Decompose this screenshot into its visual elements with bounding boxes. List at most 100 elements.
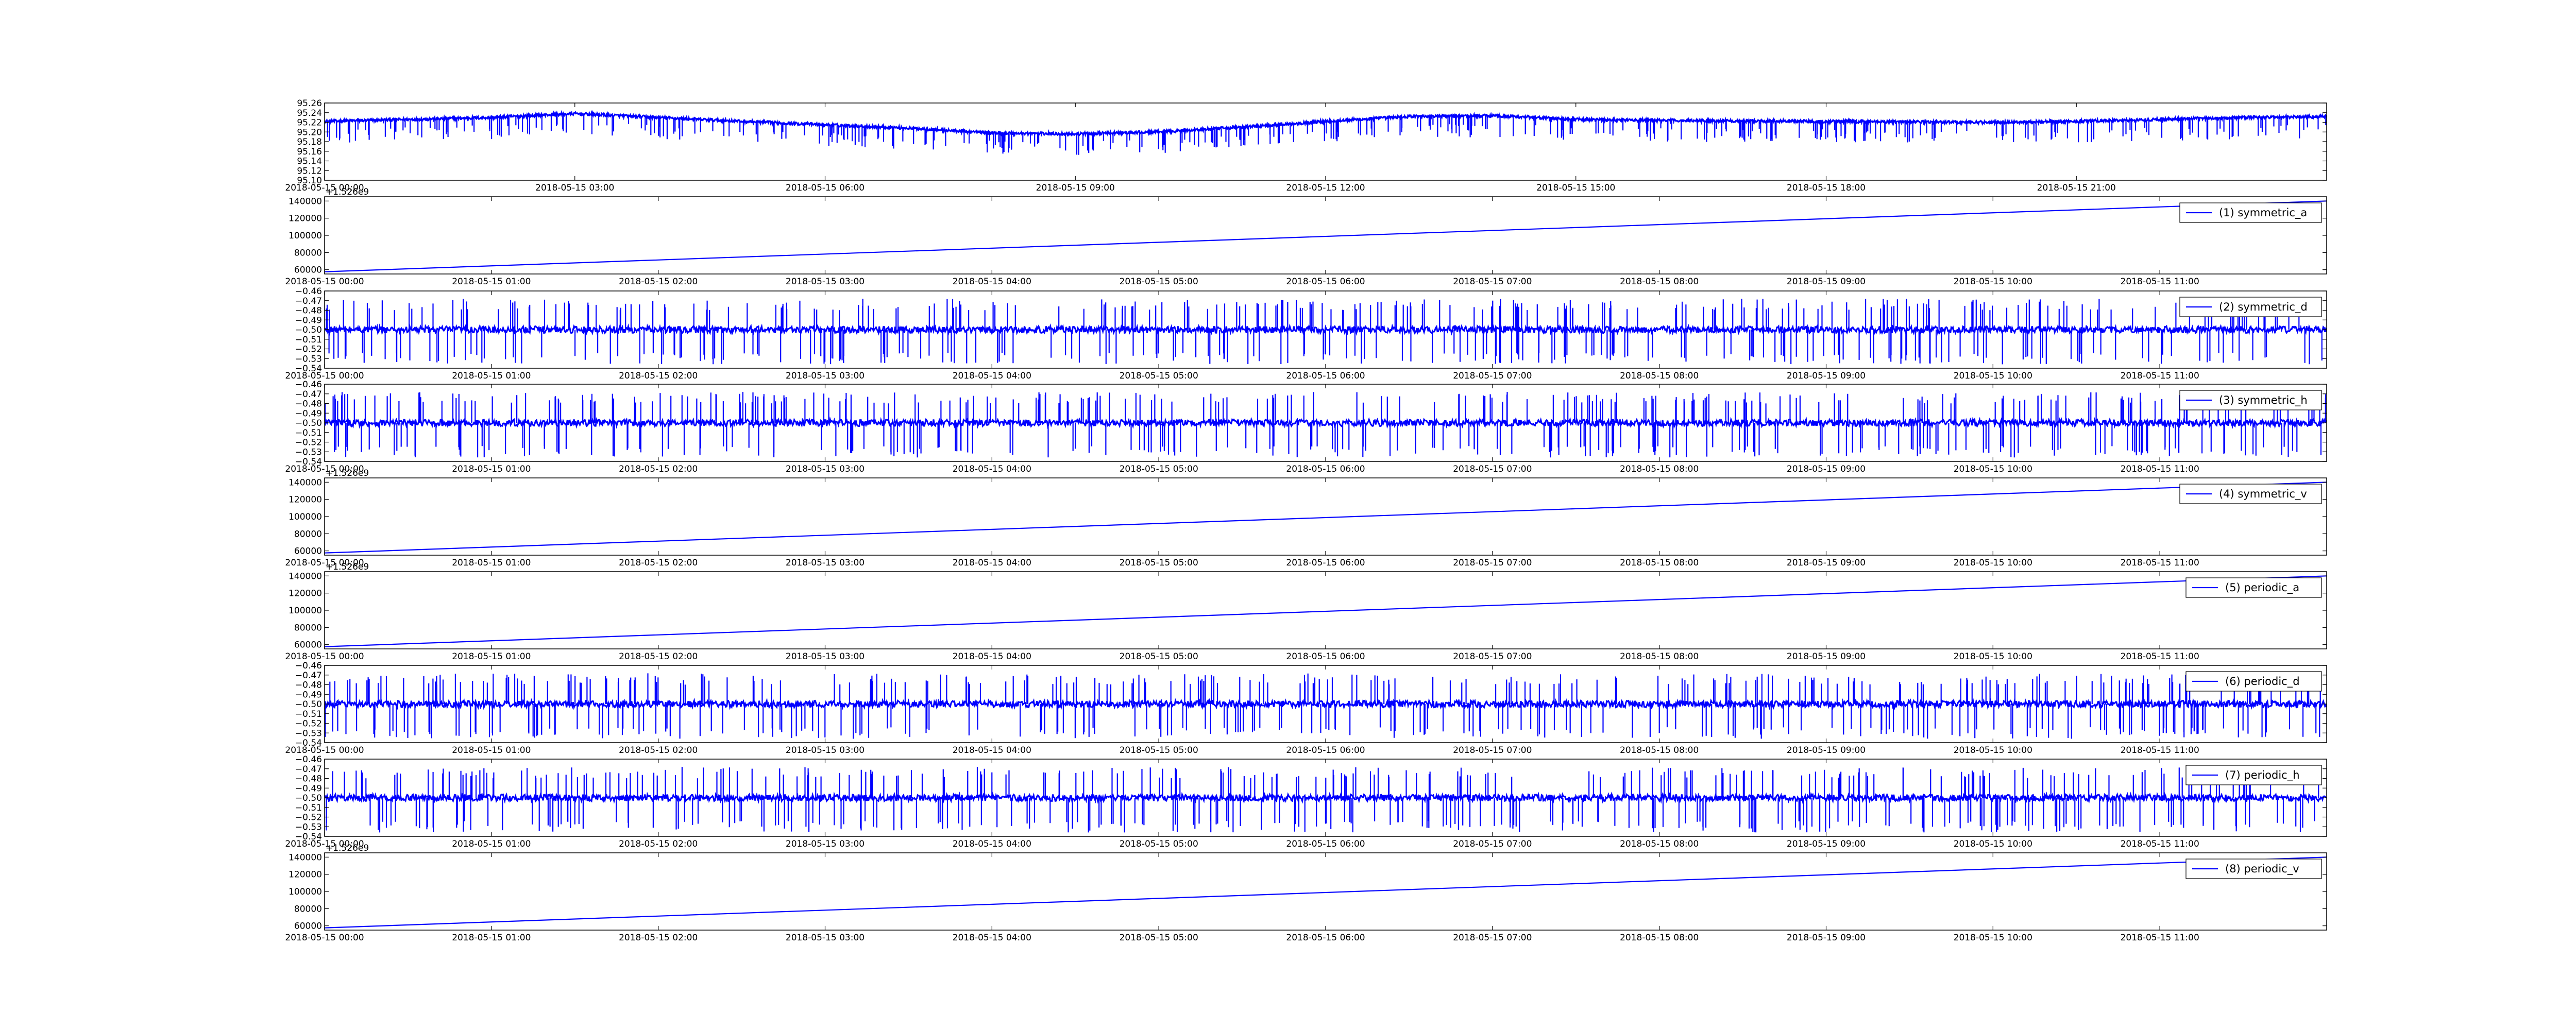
x-tick-label: 2018-05-15 10:00	[1954, 277, 2032, 287]
y-tick-label: 100000	[289, 512, 322, 522]
y-tick-label: −0.50	[295, 699, 322, 710]
x-tick-label: 2018-05-15 09:00	[1787, 464, 1866, 474]
y-tick-label: −0.54	[295, 457, 322, 467]
y-tick-label: 140000	[289, 196, 322, 207]
y-tick-label: 95.12	[297, 166, 322, 176]
legend: (7) periodic_h	[2185, 765, 2322, 785]
legend: (8) periodic_v	[2185, 859, 2322, 879]
x-tick-label: 2018-05-15 00:00	[285, 745, 364, 756]
x-tick-label: 2018-05-15 07:00	[1453, 464, 1532, 474]
x-tick-label: 2018-05-15 02:00	[619, 371, 698, 381]
x-tick-label: 2018-05-15 02:00	[619, 745, 698, 756]
y-tick-label: −0.54	[295, 738, 322, 748]
x-tick-label: 2018-05-15 00:00	[285, 371, 364, 381]
x-tick-label: 2018-05-15 06:00	[1286, 371, 1365, 381]
y-tick-label: 120000	[289, 870, 322, 880]
axis-offset-text: +1.526e9	[326, 843, 369, 853]
x-tick-label: 2018-05-15 11:00	[2121, 371, 2199, 381]
y-tick-label: 140000	[289, 852, 322, 863]
legend: (2) symmetric_d	[2179, 297, 2322, 317]
y-tick-label: −0.48	[295, 774, 322, 784]
x-tick-label: 2018-05-15 07:00	[1453, 651, 1532, 662]
x-tick-label: 2018-05-15 18:00	[1787, 183, 1866, 193]
y-tick-label: −0.49	[295, 690, 322, 700]
y-tick-label: −0.50	[295, 325, 322, 335]
y-tick-label: −0.53	[295, 354, 322, 364]
x-tick-label: 2018-05-15 08:00	[1620, 651, 1699, 662]
axis-offset-text: +1.526e9	[326, 468, 369, 478]
x-tick-label: 2018-05-15 07:00	[1453, 745, 1532, 756]
y-tick-label: −0.47	[295, 389, 322, 400]
legend-label: (4) symmetric_v	[2219, 488, 2307, 501]
series-line	[325, 110, 2327, 138]
x-tick-label: 2018-05-15 09:00	[1036, 183, 1115, 193]
x-tick-label: 2018-05-15 05:00	[1120, 745, 1198, 756]
legend-label: (8) periodic_v	[2225, 863, 2299, 876]
y-tick-label: −0.49	[295, 408, 322, 419]
x-tick-label: 2018-05-15 04:00	[953, 933, 1031, 943]
y-tick-label: −0.51	[295, 803, 322, 813]
x-tick-label: 2018-05-15 09:00	[1787, 558, 1866, 568]
y-tick-label: 80000	[294, 904, 322, 914]
x-tick-label: 2018-05-15 03:00	[786, 839, 865, 849]
x-tick-label: 2018-05-15 11:00	[2121, 277, 2199, 287]
x-tick-label: 2018-05-15 09:00	[1787, 371, 1866, 381]
x-tick-label: 2018-05-15 00:00	[285, 558, 364, 568]
y-tick-label: −0.47	[295, 671, 322, 681]
x-tick-label: 2018-05-15 09:00	[1787, 745, 1866, 756]
x-tick-label: 2018-05-15 06:00	[1286, 464, 1365, 474]
x-tick-label: 2018-05-15 08:00	[1620, 933, 1699, 943]
y-tick-label: 60000	[294, 921, 322, 932]
x-tick-label: 2018-05-15 04:00	[953, 651, 1031, 662]
axes-frame	[324, 196, 2327, 274]
series-spikes	[326, 767, 2319, 833]
y-tick-label: 95.14	[297, 157, 322, 167]
x-tick-label: 2018-05-15 02:00	[619, 651, 698, 662]
x-tick-label: 2018-05-15 10:00	[1954, 464, 2032, 474]
x-tick-label: 2018-05-15 11:00	[2121, 558, 2199, 568]
axis-offset-text: +1.526e9	[326, 562, 369, 572]
y-tick-label: 140000	[289, 571, 322, 581]
x-tick-label: 2018-05-15 04:00	[953, 745, 1031, 756]
x-tick-label: 2018-05-15 06:00	[1286, 839, 1365, 849]
x-tick-label: 2018-05-15 03:00	[786, 558, 865, 568]
y-tick-label: 120000	[289, 214, 322, 224]
x-tick-label: 2018-05-15 03:00	[786, 464, 865, 474]
x-tick-label: 2018-05-15 01:00	[452, 464, 531, 474]
series-line	[325, 200, 2327, 272]
x-tick-label: 2018-05-15 05:00	[1120, 464, 1198, 474]
y-tick-label: 95.16	[297, 147, 322, 157]
legend: (4) symmetric_v	[2179, 484, 2322, 504]
y-tick-label: −0.50	[295, 418, 322, 428]
series-line	[325, 575, 2327, 647]
x-tick-label: 2018-05-15 12:00	[1286, 183, 1365, 193]
series-line	[325, 856, 2327, 929]
axes-frame	[324, 852, 2327, 931]
y-tick-label: −0.50	[295, 793, 322, 803]
x-tick-label: 2018-05-15 15:00	[1536, 183, 1615, 193]
y-tick-label: −0.52	[295, 438, 322, 448]
x-tick-label: 2018-05-15 10:00	[1954, 745, 2032, 756]
x-tick-label: 2018-05-15 08:00	[1620, 745, 1699, 756]
x-tick-label: 2018-05-15 04:00	[953, 464, 1031, 474]
x-tick-label: 2018-05-15 06:00	[786, 183, 865, 193]
x-tick-label: 2018-05-15 02:00	[619, 839, 698, 849]
x-tick-label: 2018-05-15 11:00	[2121, 839, 2199, 849]
y-tick-label: −0.53	[295, 447, 322, 457]
x-tick-label: 2018-05-15 03:00	[786, 277, 865, 287]
x-tick-label: 2018-05-15 01:00	[452, 651, 531, 662]
x-tick-label: 2018-05-15 07:00	[1453, 277, 1532, 287]
axes-frame	[324, 571, 2327, 649]
x-tick-label: 2018-05-15 02:00	[619, 464, 698, 474]
x-tick-label: 2018-05-15 10:00	[1954, 839, 2032, 849]
x-tick-label: 2018-05-15 11:00	[2121, 651, 2199, 662]
y-tick-label: −0.48	[295, 680, 322, 691]
x-tick-label: 2018-05-15 06:00	[1286, 558, 1365, 568]
y-tick-label: −0.49	[295, 783, 322, 794]
x-tick-label: 2018-05-15 06:00	[1286, 933, 1365, 943]
y-tick-label: 100000	[289, 231, 322, 241]
x-tick-label: 2018-05-15 05:00	[1120, 933, 1198, 943]
y-tick-label: −0.49	[295, 315, 322, 325]
